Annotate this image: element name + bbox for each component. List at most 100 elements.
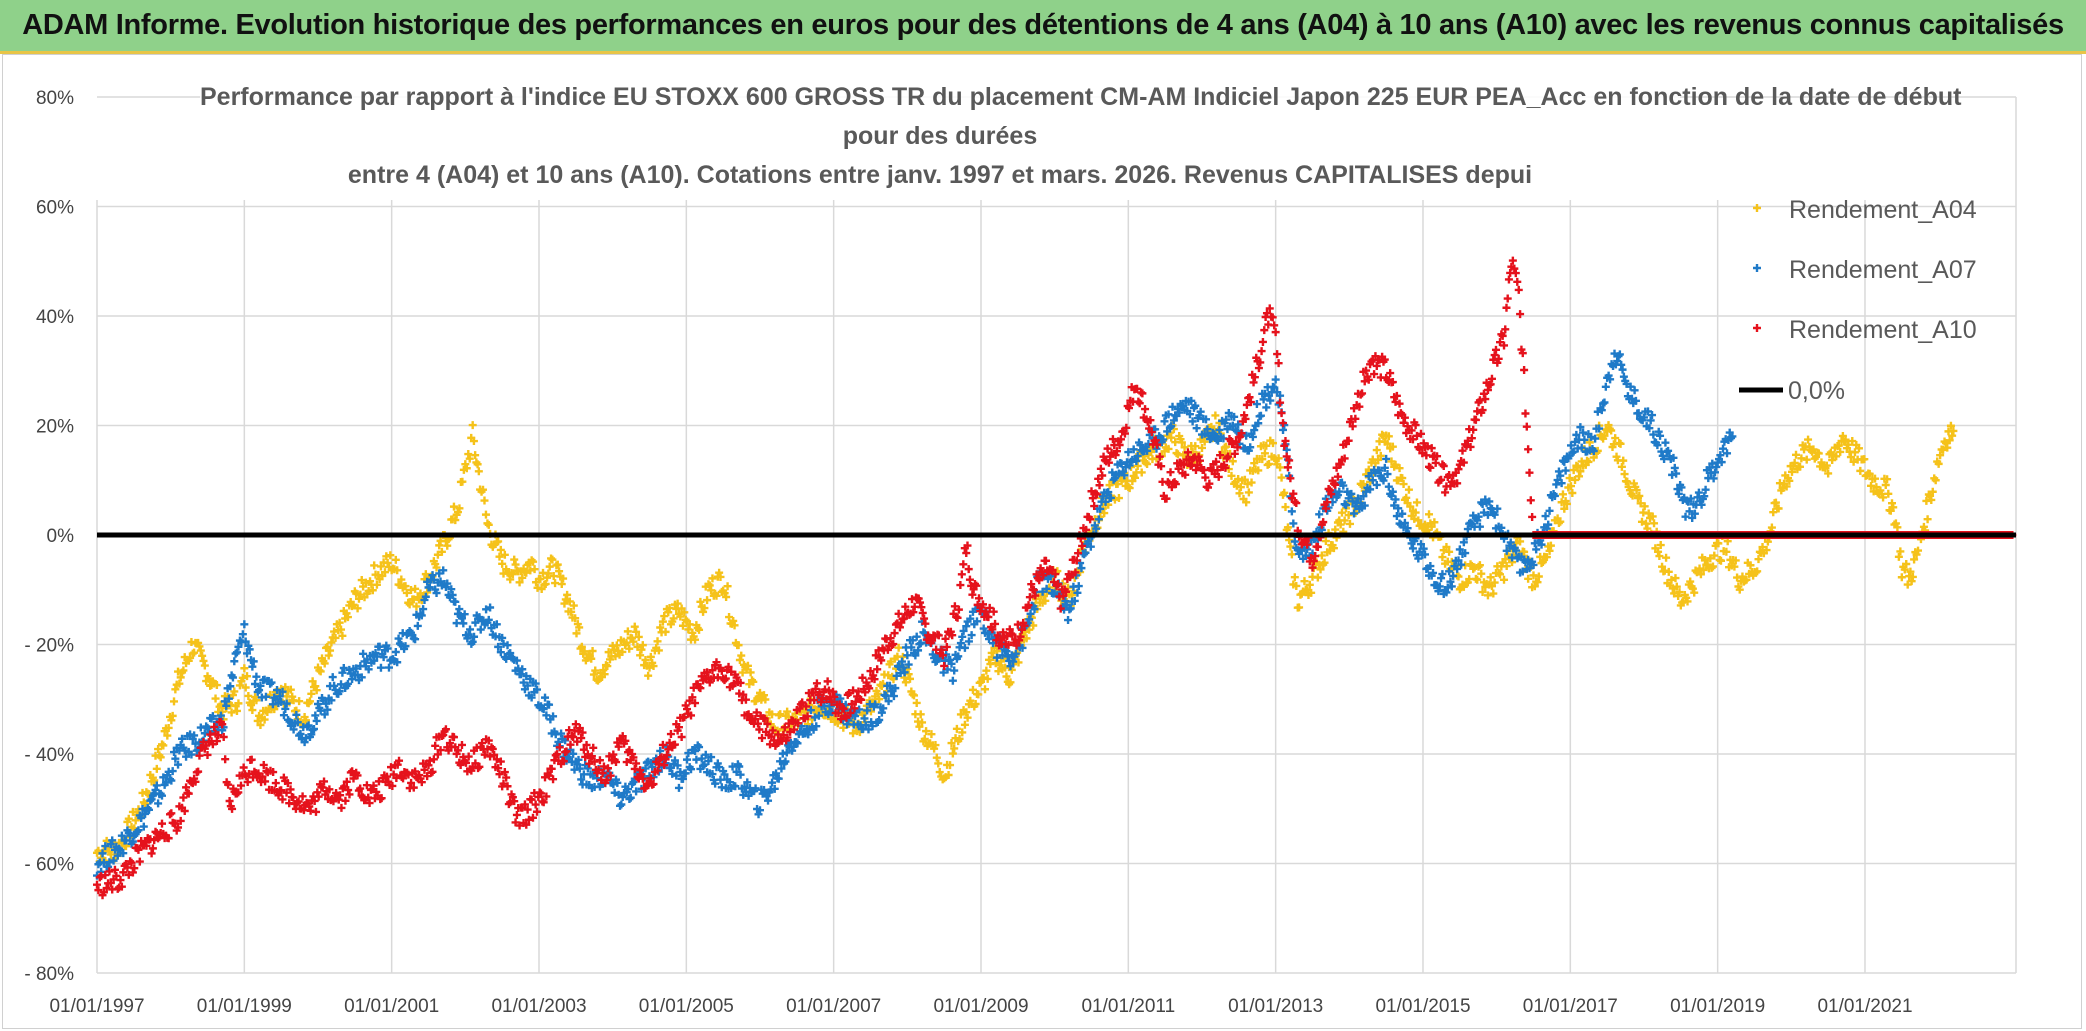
marker-rendement-a07	[395, 639, 404, 648]
marker-rendement-a04	[1164, 444, 1173, 453]
marker-rendement-a10	[356, 784, 365, 793]
marker-rendement-a07	[897, 657, 906, 666]
marker-rendement-a10	[261, 777, 270, 786]
marker-rendement-a07	[228, 673, 237, 682]
marker-rendement-a04	[253, 716, 262, 725]
marker-rendement-a10	[1094, 474, 1103, 483]
marker-rendement-a07	[1011, 649, 1020, 658]
marker-rendement-a10	[582, 740, 591, 749]
marker-rendement-a10	[909, 608, 918, 617]
marker-rendement-a10	[680, 713, 689, 722]
marker-rendement-a10	[979, 600, 988, 609]
marker-rendement-a10	[1416, 429, 1425, 438]
marker-rendement-a07	[1670, 463, 1679, 472]
marker-rendement-a04	[301, 716, 310, 725]
marker-rendement-a04	[238, 673, 247, 682]
marker-rendement-a07	[1382, 454, 1391, 463]
marker-rendement-a07	[881, 691, 890, 700]
legend-marker-rendement-a10	[1753, 324, 1761, 332]
marker-rendement-a10	[195, 751, 204, 760]
marker-rendement-a04	[1654, 547, 1663, 556]
marker-rendement-a10	[1362, 366, 1371, 375]
marker-rendement-a07	[743, 778, 752, 787]
marker-rendement-a04	[1688, 584, 1697, 593]
marker-rendement-a07	[1200, 429, 1209, 438]
marker-rendement-a07	[1372, 480, 1381, 489]
marker-rendement-a04	[637, 645, 646, 654]
marker-rendement-a07	[676, 768, 685, 777]
marker-rendement-a04	[1562, 499, 1571, 508]
marker-rendement-a04	[216, 700, 225, 709]
marker-rendement-a10	[1090, 502, 1099, 511]
marker-rendement-a07	[1545, 506, 1554, 515]
marker-rendement-a04	[511, 560, 520, 569]
marker-rendement-a10	[1511, 269, 1520, 278]
marker-rendement-a10	[959, 560, 968, 569]
marker-rendement-a07	[806, 706, 815, 715]
marker-rendement-a10	[1087, 487, 1096, 496]
marker-rendement-a10	[871, 651, 880, 660]
marker-rendement-a10	[511, 818, 520, 827]
marker-rendement-a10	[499, 779, 508, 788]
marker-rendement-a07	[1203, 425, 1212, 434]
marker-rendement-a10	[1501, 325, 1510, 334]
marker-rendement-a07	[1018, 643, 1027, 652]
marker-rendement-a10	[732, 673, 741, 682]
marker-rendement-a04	[1490, 578, 1499, 587]
marker-rendement-a07	[1580, 435, 1589, 444]
marker-rendement-a10	[646, 774, 655, 783]
marker-rendement-a04	[1844, 440, 1853, 449]
marker-rendement-a10	[1308, 563, 1317, 572]
marker-rendement-a04	[684, 625, 693, 634]
marker-rendement-a07	[1457, 560, 1466, 569]
marker-rendement-a04	[645, 663, 654, 672]
marker-rendement-a07	[234, 642, 243, 651]
marker-rendement-a04	[761, 695, 770, 704]
marker-rendement-a10	[286, 785, 295, 794]
marker-rendement-a07	[1096, 504, 1105, 513]
marker-rendement-a04	[974, 690, 983, 699]
marker-rendement-a10	[436, 746, 445, 755]
marker-rendement-a04	[530, 565, 539, 574]
marker-rendement-a04	[1534, 572, 1543, 581]
marker-rendement-a04	[156, 753, 165, 762]
marker-rendement-a04	[326, 646, 335, 655]
marker-rendement-a04	[1558, 490, 1567, 499]
marker-rendement-a10	[1490, 351, 1499, 360]
marker-rendement-a10	[1078, 541, 1087, 550]
marker-rendement-a07	[770, 784, 779, 793]
marker-rendement-a07	[320, 710, 329, 719]
marker-rendement-a04	[632, 627, 641, 636]
marker-rendement-a04	[1700, 556, 1709, 565]
marker-rendement-a10	[612, 758, 621, 767]
marker-rendement-a04	[179, 666, 188, 675]
marker-rendement-a07	[289, 725, 298, 734]
marker-rendement-a07	[281, 704, 290, 713]
marker-rendement-a10	[670, 740, 679, 749]
marker-rendement-a07	[451, 597, 460, 606]
marker-rendement-a10	[928, 636, 937, 645]
marker-rendement-a07	[391, 648, 400, 657]
marker-rendement-a10	[184, 789, 193, 798]
marker-rendement-a04	[508, 570, 517, 579]
marker-rendement-a04	[1785, 476, 1794, 485]
marker-rendement-a04	[1545, 546, 1554, 555]
report-banner: ADAM Informe. Evolution historique des p…	[0, 0, 2086, 54]
marker-rendement-a04	[230, 687, 239, 696]
marker-rendement-a04	[1834, 441, 1843, 450]
marker-rendement-a07	[170, 748, 179, 757]
marker-rendement-a10	[999, 628, 1008, 637]
marker-rendement-a07	[1379, 476, 1388, 485]
marker-rendement-a07	[443, 579, 452, 588]
marker-rendement-a04	[1850, 448, 1859, 457]
x-tick-label: 01/01/2015	[1375, 996, 1470, 1017]
marker-rendement-a07	[498, 633, 507, 642]
marker-rendement-a10	[1250, 373, 1259, 382]
marker-rendement-a10	[325, 785, 334, 794]
marker-rendement-a10	[393, 760, 402, 769]
marker-rendement-a07	[1384, 482, 1393, 491]
marker-rendement-a04	[380, 568, 389, 577]
marker-rendement-a07	[328, 673, 337, 682]
marker-rendement-a10	[1071, 568, 1080, 577]
marker-rendement-a04	[1316, 565, 1325, 574]
